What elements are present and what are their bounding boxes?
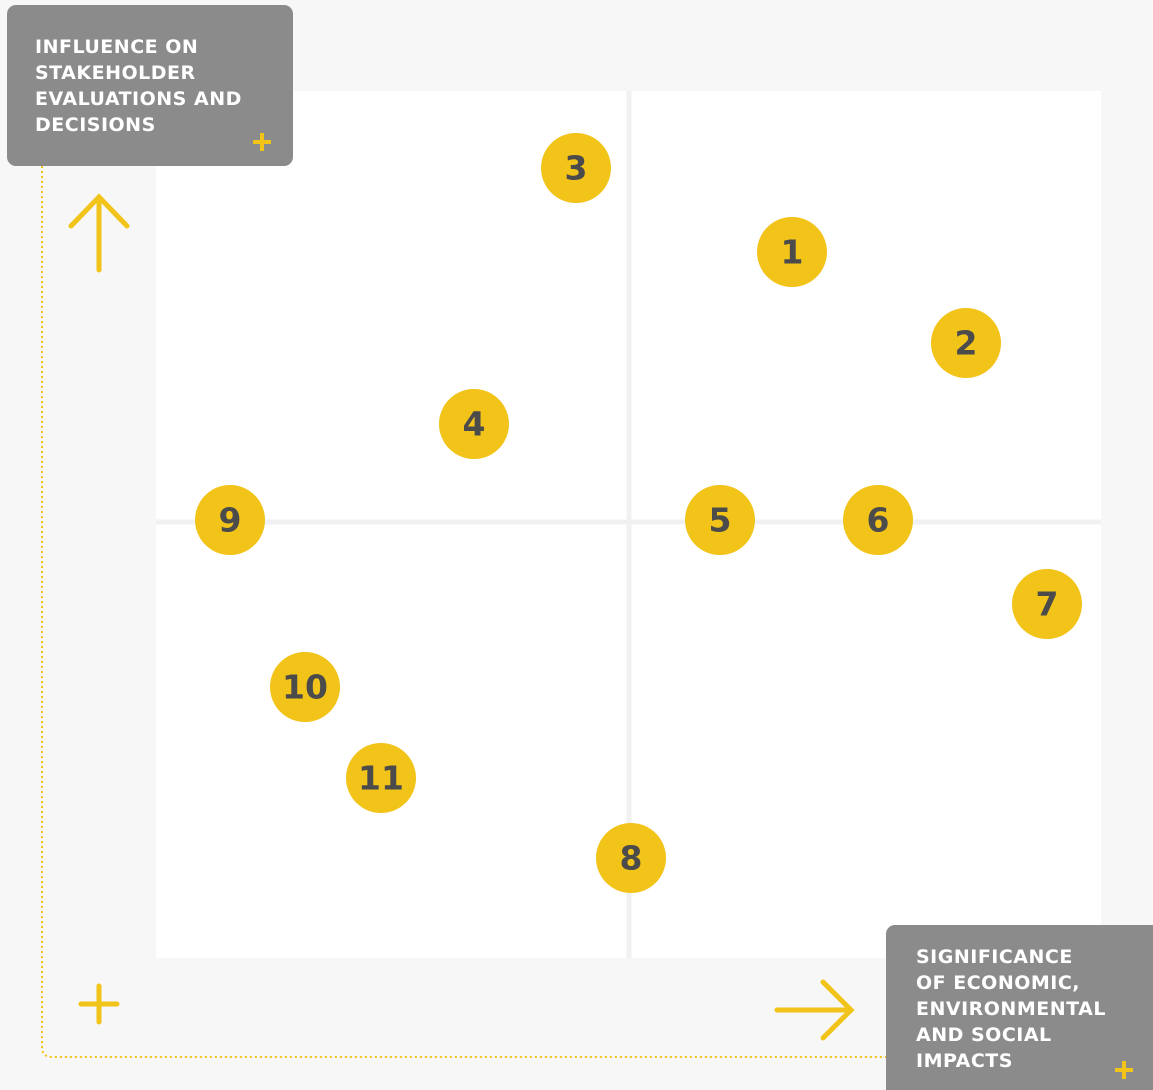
box-line: IMPACTS (916, 1050, 1013, 1072)
node-circle (685, 485, 755, 555)
node-label: 10 (282, 668, 328, 707)
node: 9 (195, 485, 265, 555)
node-label: 11 (358, 759, 404, 798)
box-line: ENVIRONMENTAL (916, 998, 1106, 1020)
node: 10 (270, 652, 340, 722)
plus (253, 133, 271, 151)
node-circle (757, 217, 827, 287)
node: 5 (685, 485, 755, 555)
node: 3 (541, 133, 611, 203)
box-line: DECISIONS (35, 114, 156, 136)
y-axis-box: INFLUENCE ON STAKEHOLDER EVALUATIONS AND… (7, 5, 293, 166)
node-circle (270, 652, 340, 722)
arrows (68, 193, 855, 1041)
node-label: 8 (620, 839, 643, 878)
node-circle (1012, 569, 1082, 639)
node-circle (596, 823, 666, 893)
node-circle (346, 743, 416, 813)
box-line: AND SOCIAL (916, 1024, 1052, 1046)
box-line: SIGNIFICANCE (916, 946, 1073, 968)
node-label: 9 (219, 501, 242, 540)
nodes: 1 2 3 4 5 6 7 8 9 10 11 (195, 133, 1082, 893)
node-circle (439, 389, 509, 459)
node-circle (843, 485, 913, 555)
plus-origin (78, 983, 120, 1025)
box-line: STAKEHOLDER (35, 62, 196, 84)
node-label: 7 (1036, 585, 1059, 624)
node-label: 1 (781, 233, 804, 272)
axis-dotted-line (41, 166, 886, 1058)
box-bg (886, 925, 1153, 1090)
node-label: 2 (955, 324, 978, 363)
up-arrow (68, 193, 130, 273)
box-line: INFLUENCE ON (35, 36, 198, 58)
node: 4 (439, 389, 509, 459)
box-line: EVALUATIONS AND (35, 88, 242, 110)
node-circle (931, 308, 1001, 378)
node-circle (195, 485, 265, 555)
node-circle (541, 133, 611, 203)
node: 2 (931, 308, 1001, 378)
node-label: 3 (565, 149, 588, 188)
node-label: 6 (867, 501, 890, 540)
node-label: 4 (463, 405, 486, 444)
node-label: 5 (709, 501, 732, 540)
box-line: OF ECONOMIC, (916, 972, 1080, 994)
right-arrow (774, 979, 855, 1041)
plus (1115, 1061, 1133, 1079)
box-bg (7, 5, 293, 166)
node: 6 (843, 485, 913, 555)
node: 11 (346, 743, 416, 813)
node: 7 (1012, 569, 1082, 639)
x-axis-box: SIGNIFICANCE OF ECONOMIC, ENVIRONMENTAL … (886, 925, 1153, 1090)
node: 8 (596, 823, 666, 893)
node: 1 (757, 217, 827, 287)
